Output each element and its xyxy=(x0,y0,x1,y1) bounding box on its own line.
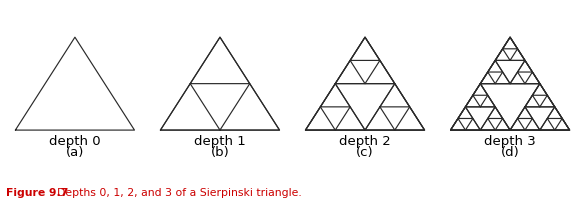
Text: depth 3: depth 3 xyxy=(484,135,536,148)
Text: (a): (a) xyxy=(66,146,84,159)
Text: depth 1: depth 1 xyxy=(194,135,246,148)
Text: (c): (c) xyxy=(356,146,374,159)
Text: Depths 0, 1, 2, and 3 of a Sierpinski triangle.: Depths 0, 1, 2, and 3 of a Sierpinski tr… xyxy=(50,188,301,198)
Text: depth 0: depth 0 xyxy=(49,135,101,148)
Text: (b): (b) xyxy=(211,146,229,159)
Text: (d): (d) xyxy=(501,146,519,159)
Text: Figure 9.7: Figure 9.7 xyxy=(6,188,68,198)
Text: depth 2: depth 2 xyxy=(339,135,391,148)
